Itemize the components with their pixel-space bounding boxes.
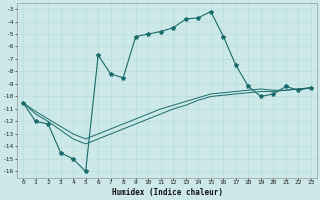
X-axis label: Humidex (Indice chaleur): Humidex (Indice chaleur) [111, 188, 222, 197]
